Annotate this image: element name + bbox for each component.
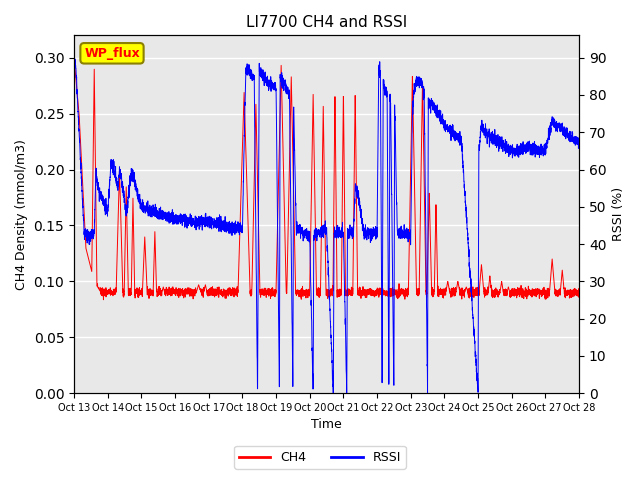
X-axis label: Time: Time: [311, 419, 342, 432]
Legend: CH4, RSSI: CH4, RSSI: [234, 446, 406, 469]
Title: LI7700 CH4 and RSSI: LI7700 CH4 and RSSI: [246, 15, 407, 30]
Y-axis label: RSSI (%): RSSI (%): [612, 187, 625, 241]
Y-axis label: CH4 Density (mmol/m3): CH4 Density (mmol/m3): [15, 139, 28, 289]
Text: WP_flux: WP_flux: [84, 47, 140, 60]
